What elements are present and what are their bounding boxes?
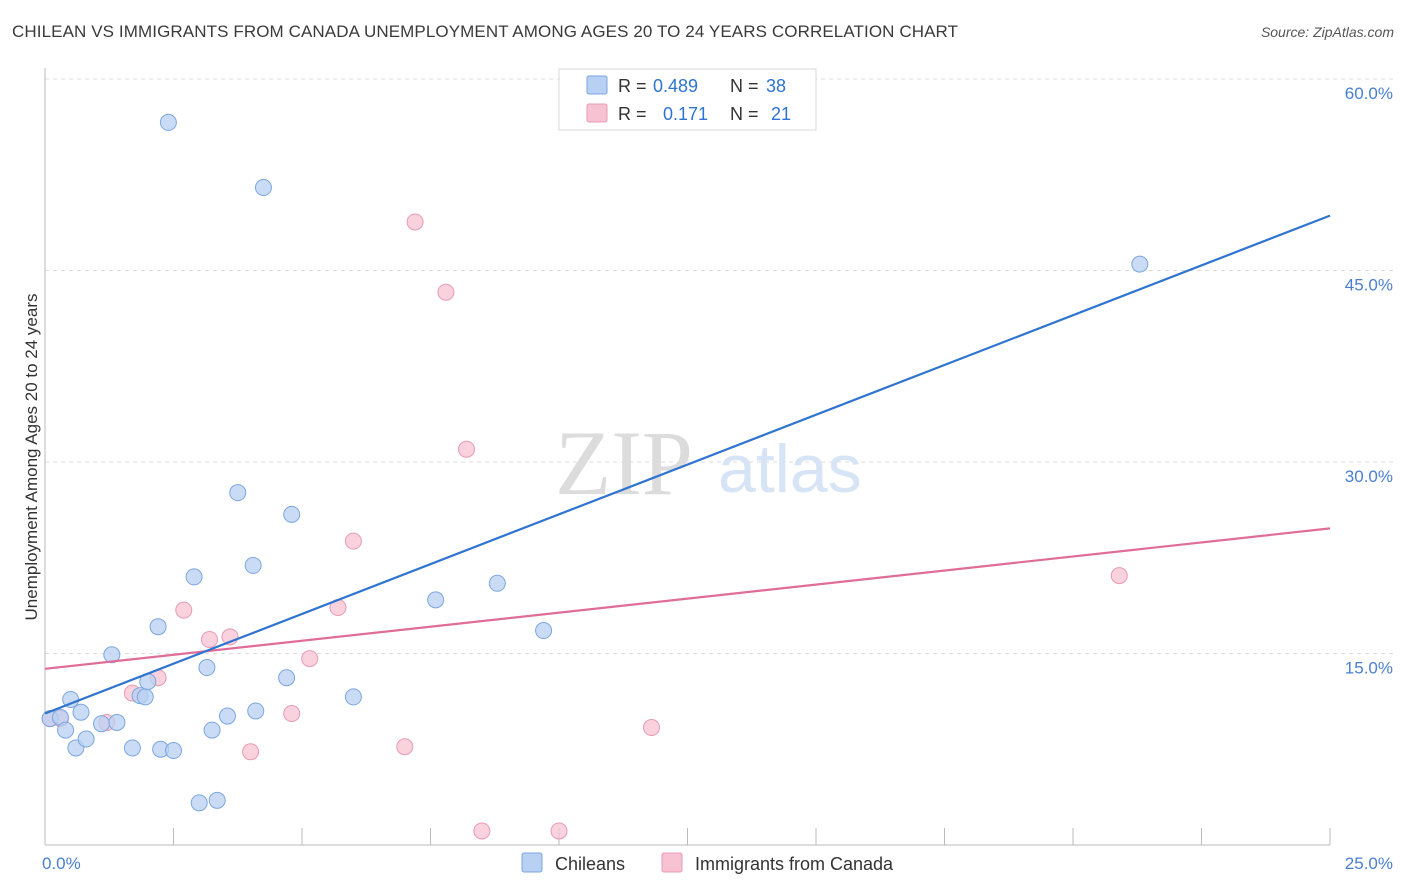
y-tick-label: 15.0% bbox=[1345, 659, 1393, 678]
point-immigrants-from-canada bbox=[550, 822, 568, 840]
y-tick-labels: 15.0% 30.0% 45.0% 60.0% bbox=[1345, 84, 1393, 678]
point-chileans bbox=[229, 484, 247, 502]
y-tick-label: 30.0% bbox=[1345, 467, 1393, 486]
series-chileans bbox=[41, 113, 1149, 812]
bottom-legend: Chileans Immigrants from Canada bbox=[521, 852, 894, 874]
point-immigrants-from-canada bbox=[473, 822, 491, 840]
point-chileans bbox=[247, 702, 265, 720]
point-chileans bbox=[344, 688, 362, 706]
legend-r-label-1: R = bbox=[618, 76, 647, 96]
point-chileans bbox=[103, 646, 121, 664]
point-immigrants-from-canada bbox=[283, 705, 301, 723]
point-chileans bbox=[203, 721, 221, 739]
trend-line-chileans bbox=[44, 214, 1331, 715]
point-chileans bbox=[72, 703, 90, 721]
point-chileans bbox=[427, 591, 445, 609]
legend-swatch-immigrants-from-canada bbox=[586, 103, 608, 123]
x-tick-label: 25.0% bbox=[1345, 854, 1393, 873]
point-chileans bbox=[93, 715, 111, 733]
point-chileans bbox=[244, 556, 262, 574]
legend-n-label-1: N = bbox=[730, 76, 759, 96]
point-chileans bbox=[57, 721, 75, 739]
point-chileans bbox=[159, 113, 177, 131]
legend-r-value-2: 0.171 bbox=[663, 104, 708, 124]
point-chileans bbox=[123, 739, 141, 757]
point-immigrants-from-canada bbox=[457, 440, 475, 458]
bottom-legend-swatch-chileans bbox=[521, 852, 543, 873]
point-chileans bbox=[108, 713, 126, 731]
point-chileans bbox=[488, 574, 506, 592]
series-immigrants-from-canada bbox=[41, 213, 1128, 840]
point-immigrants-from-canada bbox=[437, 283, 455, 301]
watermark-zip: ZIP bbox=[555, 412, 693, 514]
x-tick-labels: 0.0% 25.0% bbox=[42, 854, 1393, 873]
y-tick-label: 60.0% bbox=[1345, 84, 1393, 103]
bottom-legend-label-immigrants-from-canada: Immigrants from Canada bbox=[695, 854, 894, 874]
point-immigrants-from-canada bbox=[175, 601, 193, 619]
chart-title: CHILEAN VS IMMIGRANTS FROM CANADA UNEMPL… bbox=[12, 22, 959, 41]
point-chileans bbox=[278, 669, 296, 687]
point-chileans bbox=[77, 730, 95, 748]
point-chileans bbox=[198, 659, 216, 677]
point-chileans bbox=[190, 794, 208, 812]
point-immigrants-from-canada bbox=[301, 650, 319, 668]
point-immigrants-from-canada bbox=[200, 630, 218, 648]
point-immigrants-from-canada bbox=[242, 743, 260, 761]
bottom-legend-swatch-immigrants-from-canada bbox=[661, 852, 683, 873]
legend-swatch-chileans bbox=[586, 75, 608, 95]
legend-r-value-1: 0.489 bbox=[653, 76, 698, 96]
bottom-legend-label-chileans: Chileans bbox=[555, 854, 625, 874]
legend-r-label-2: R = bbox=[618, 104, 647, 124]
legend-n-value-2: 21 bbox=[771, 104, 791, 124]
watermark: ZIP atlas bbox=[555, 412, 862, 514]
point-chileans bbox=[165, 742, 182, 760]
trend-line-immigrants-from-canada bbox=[44, 527, 1331, 670]
point-chileans bbox=[254, 179, 272, 197]
source-credit: Source: ZipAtlas.com bbox=[1260, 24, 1394, 40]
point-immigrants-from-canada bbox=[344, 532, 362, 550]
point-chileans bbox=[149, 618, 167, 636]
point-immigrants-from-canada bbox=[396, 738, 414, 756]
y-axis-title: Unemployment Among Ages 20 to 24 years bbox=[22, 294, 41, 621]
watermark-atlas: atlas bbox=[718, 431, 862, 507]
x-tick-label: 0.0% bbox=[42, 854, 81, 873]
y-tick-label: 45.0% bbox=[1345, 276, 1393, 295]
point-chileans bbox=[136, 688, 154, 706]
point-chileans bbox=[218, 707, 236, 725]
point-immigrants-from-canada bbox=[643, 719, 661, 737]
point-chileans bbox=[208, 791, 226, 809]
point-chileans bbox=[283, 505, 301, 523]
point-chileans bbox=[185, 568, 203, 586]
legend: R = 0.489 N = 38 R = 0.171 N = 21 bbox=[558, 68, 817, 131]
legend-n-value-1: 38 bbox=[766, 76, 786, 96]
point-immigrants-from-canada bbox=[406, 213, 424, 231]
legend-n-label-2: N = bbox=[730, 104, 759, 124]
point-chileans bbox=[1131, 255, 1149, 273]
point-immigrants-from-canada bbox=[1110, 567, 1128, 585]
point-chileans bbox=[535, 622, 553, 640]
trend-lines bbox=[44, 214, 1331, 715]
